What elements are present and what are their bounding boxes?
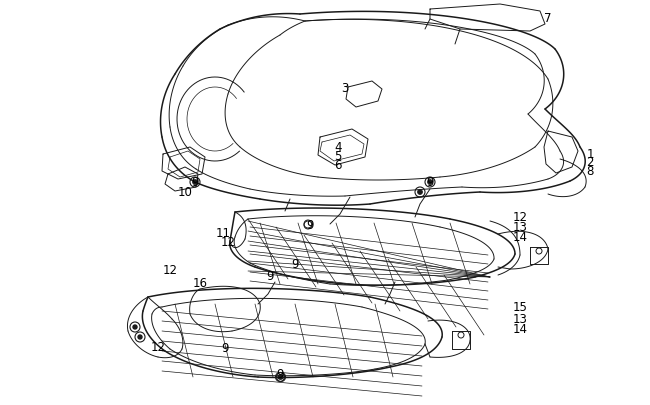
Circle shape <box>417 190 422 195</box>
Text: 14: 14 <box>512 231 528 244</box>
Text: 9: 9 <box>276 368 284 381</box>
Text: 13: 13 <box>513 313 527 326</box>
Text: 14: 14 <box>512 323 528 336</box>
Text: 15: 15 <box>513 301 527 314</box>
Text: 11: 11 <box>216 227 231 240</box>
Text: 8: 8 <box>586 165 593 178</box>
Text: 2: 2 <box>586 156 593 169</box>
Circle shape <box>133 325 137 329</box>
Text: 9: 9 <box>191 176 199 189</box>
Text: 12: 12 <box>151 341 166 354</box>
Text: 10: 10 <box>177 186 192 199</box>
Text: 16: 16 <box>192 277 207 290</box>
Text: 4: 4 <box>334 141 342 154</box>
Text: 9: 9 <box>306 219 314 232</box>
Text: 3: 3 <box>341 81 348 94</box>
Text: 13: 13 <box>513 221 527 234</box>
Circle shape <box>428 180 432 185</box>
Text: 5: 5 <box>334 150 342 163</box>
Circle shape <box>138 335 142 339</box>
Text: 12: 12 <box>220 236 235 249</box>
Text: 1: 1 <box>586 148 593 161</box>
Text: 6: 6 <box>334 159 342 172</box>
Text: 12: 12 <box>512 211 528 224</box>
Text: 9: 9 <box>221 342 229 355</box>
Text: 7: 7 <box>544 11 552 24</box>
Text: 9: 9 <box>426 176 434 189</box>
Circle shape <box>279 375 283 379</box>
Circle shape <box>192 180 198 185</box>
Text: 9: 9 <box>266 270 274 283</box>
Text: 9: 9 <box>291 258 299 271</box>
Circle shape <box>278 375 282 379</box>
Text: 12: 12 <box>162 264 177 277</box>
